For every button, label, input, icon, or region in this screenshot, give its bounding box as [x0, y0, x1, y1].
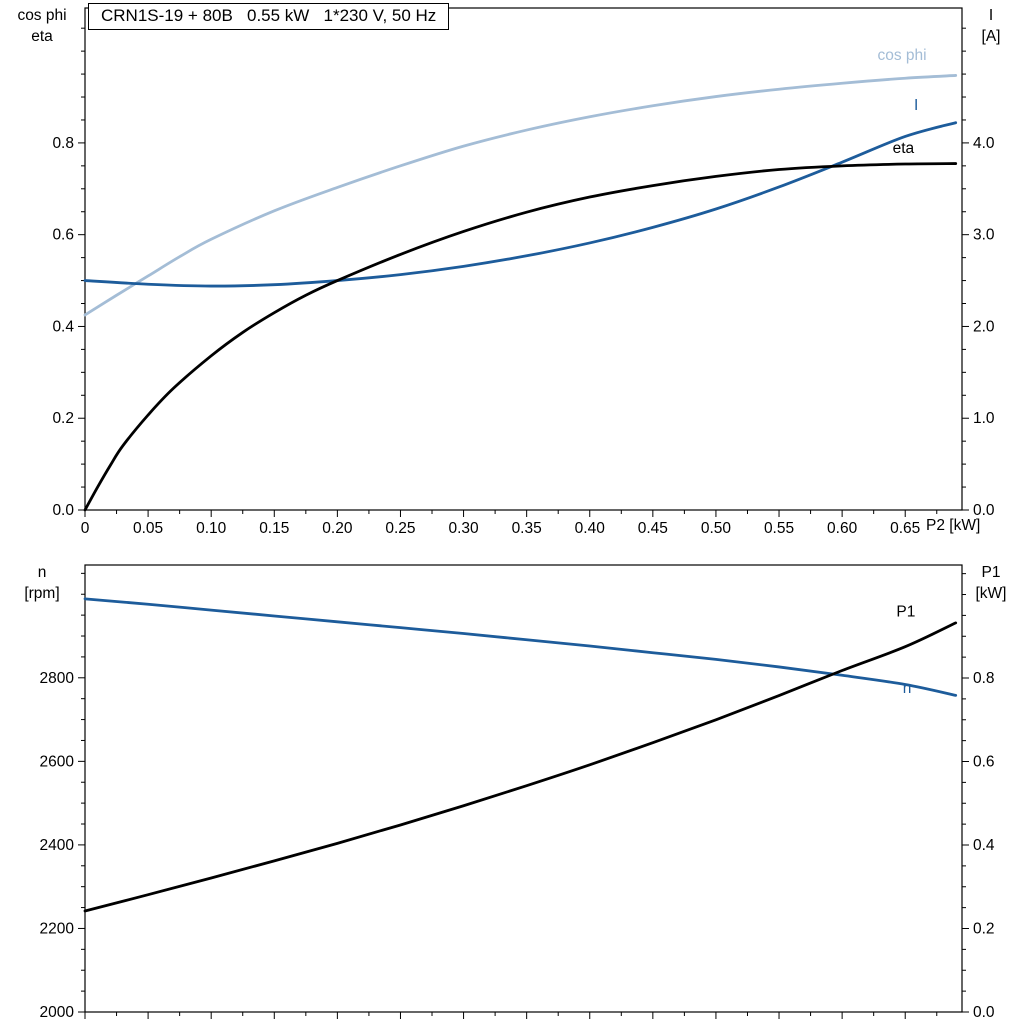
left-tick-label: 2400: [40, 837, 75, 854]
chart-speed-and-input-power-curves: 2000 2200 2400 2600 2800 0.0 0.2 0.4 0.6 0.8 n P1: [40, 564, 995, 1021]
right-tick-label: 1.0: [973, 410, 995, 427]
x-tick-label: 0.55: [764, 520, 794, 537]
right-tick-label: 4.0: [973, 135, 995, 152]
top-right-axis-title: I [A]: [962, 5, 1020, 47]
right-tick-label: 0.8: [973, 670, 995, 687]
bottom-right-axis-title: P1 [kW]: [962, 562, 1020, 604]
left-tick-label: 2000: [40, 1004, 75, 1021]
top-left-axis-title-line1: cos phi: [17, 7, 67, 24]
curve-eta: [83, 162, 958, 512]
x-tick-label: 0.15: [259, 520, 289, 537]
plot-border: [84, 7, 963, 511]
right-tick-label: 0.6: [973, 754, 995, 771]
right-tick-label: 0.0: [973, 1004, 995, 1021]
x-tick-label: 0.05: [133, 520, 163, 537]
curve-label-cos-phi: cos phi: [877, 47, 926, 64]
curve-P1: [83, 621, 958, 913]
right-tick-label: 0.0: [973, 502, 995, 519]
x-tick-label: 0.50: [701, 520, 732, 537]
x-tick-label: 0: [81, 520, 90, 537]
curve-I: [83, 121, 958, 288]
x-tick-label: 0.30: [448, 520, 479, 537]
top-right-axis-title-line2: [A]: [981, 28, 1001, 45]
bottom-right-axis-title-line1: P1: [981, 564, 1001, 581]
bottom-left-axis-title-line1: n: [37, 564, 47, 581]
top-left-axis-title-line2: eta: [31, 28, 53, 45]
curve-label-n: n: [903, 680, 912, 697]
x-tick-label: 0.45: [638, 520, 668, 537]
right-tick-label: 2.0: [973, 318, 995, 335]
left-tick-label: 0.8: [52, 135, 74, 152]
chart-title-box: CRN1S-19 + 80B 0.55 kW 1*230 V, 50 Hz: [88, 3, 450, 30]
right-tick-label: 0.2: [973, 921, 995, 938]
right-tick-label: 3.0: [973, 227, 995, 244]
right-tick-label: 0.4: [973, 837, 995, 854]
curve-label-P1: P1: [896, 604, 915, 621]
chart-motor-electrical-curves: 0 0.05 0.10 0.15 0.20 0.25 0.30 0.35 0.40 0.45 0.5…: [52, 7, 995, 537]
x-tick-label: 0.25: [385, 520, 415, 537]
bottom-left-axis-title-line2: [rpm]: [24, 585, 60, 602]
curve-label-eta: eta: [893, 140, 915, 157]
curve-label-I: I: [914, 97, 918, 114]
bottom-left-axis-title: n [rpm]: [2, 562, 82, 604]
curve-cos-phi: [83, 74, 958, 317]
left-tick-label: 2200: [40, 920, 75, 937]
bottom-right-axis-title-line2: [kW]: [975, 585, 1007, 602]
top-right-axis-title-line1: I: [988, 7, 994, 24]
left-tick-label: 0.6: [52, 227, 74, 244]
x-tick-label: 0.60: [827, 520, 858, 537]
x-tick-label: 0.65: [890, 520, 920, 537]
curve-n: [83, 597, 958, 697]
x-tick-label: 0.10: [196, 520, 227, 537]
x-tick-label: 0.40: [575, 520, 606, 537]
left-tick-label: 0.4: [52, 318, 74, 335]
left-tick-label: 0.2: [52, 410, 74, 427]
left-tick-label: 2800: [40, 670, 75, 687]
x-tick-label: 0.20: [322, 520, 353, 537]
left-tick-label: 2600: [40, 753, 75, 770]
left-tick-label: 0.0: [52, 502, 74, 519]
plot-border: [84, 564, 963, 1013]
top-x-axis-label: P2 [kW]: [926, 517, 981, 534]
top-left-axis-title: cos phi eta: [2, 5, 82, 47]
x-tick-label: 0.35: [512, 520, 542, 537]
